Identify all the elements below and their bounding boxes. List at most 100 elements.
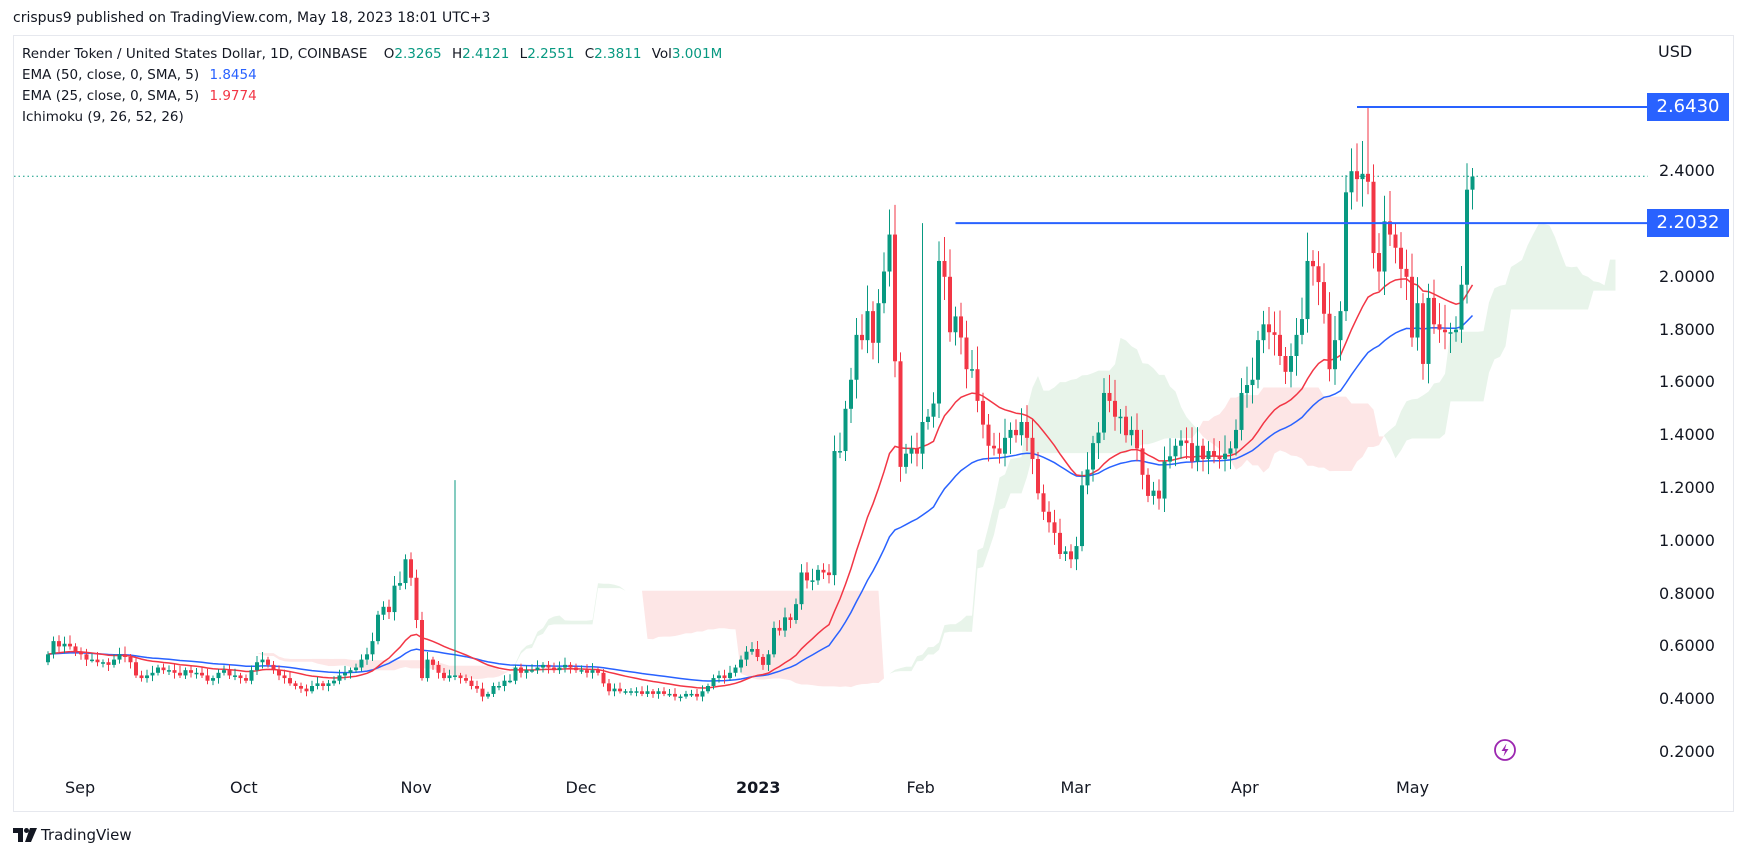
ichimoku-cloud-segment — [1016, 457, 1022, 494]
ichimoku-cloud-segment — [823, 590, 829, 687]
ichimoku-cloud-segment — [1549, 225, 1555, 310]
ichimoku-cloud-segment — [785, 590, 791, 681]
candle-body — [1294, 334, 1299, 356]
candle-body — [1454, 329, 1458, 333]
candle-body — [200, 672, 204, 676]
candle-body — [1058, 532, 1062, 554]
ichimoku-cloud-segment — [1390, 425, 1396, 459]
ichimoku-cloud-segment — [812, 590, 818, 686]
ichimoku-cloud-segment — [400, 660, 406, 669]
candle-body — [1377, 253, 1381, 272]
y-axis-currency[interactable]: USD — [1658, 42, 1693, 61]
candle-body — [1157, 490, 1161, 499]
candle-body — [90, 659, 94, 662]
candle-body — [464, 678, 468, 681]
ichimoku-cloud-segment — [350, 659, 356, 670]
symbol-title: Render Token / United States Dollar, 1D,… — [22, 46, 368, 62]
candle-body — [1360, 173, 1365, 180]
candle-body — [821, 569, 826, 573]
lightning-icon[interactable] — [1493, 738, 1517, 762]
ichimoku-cloud-segment — [680, 590, 686, 635]
ichimoku-cloud-segment — [856, 590, 862, 686]
candle-body — [1201, 445, 1205, 459]
candle-body — [403, 559, 408, 584]
ichimoku-cloud-segment — [702, 590, 708, 632]
candle-body — [728, 672, 732, 679]
ichimoku-cloud-segment — [1335, 396, 1341, 472]
candle-body — [409, 559, 413, 578]
candle-body — [310, 686, 314, 692]
candle-body — [1437, 324, 1442, 330]
ichimoku-cloud-segment — [620, 586, 626, 591]
candle-body — [579, 670, 584, 672]
candle-body — [365, 654, 369, 660]
ichimoku-cloud-segment — [939, 625, 945, 650]
tradingview-logo[interactable]: TradingView — [13, 826, 132, 844]
ichimoku-legend-row[interactable]: Ichimoku (9, 26, 52, 26) — [22, 107, 722, 128]
ichimoku-cloud-segment — [559, 615, 565, 625]
candle-body — [117, 654, 122, 660]
ichimoku-cloud-segment — [955, 620, 961, 632]
ichimoku-cloud-segment — [196, 650, 202, 651]
low-label: L — [519, 46, 528, 62]
ichimoku-cloud-segment — [273, 653, 279, 660]
candle-body — [1421, 303, 1425, 364]
ema25-legend-row[interactable]: EMA (25, close, 0, SMA, 5) 1.9774 — [22, 86, 722, 107]
ichimoku-cloud-segment — [262, 653, 268, 656]
candle-body — [1289, 356, 1293, 372]
ichimoku-cloud-segment — [933, 642, 939, 655]
ichimoku-cloud-segment — [1511, 263, 1517, 310]
candle-body — [1135, 429, 1139, 449]
ichimoku-cloud-segment — [449, 665, 455, 676]
candle-body — [535, 667, 540, 671]
ichimoku-cloud-segment — [488, 665, 494, 678]
candle-body — [392, 585, 397, 613]
candle-body — [629, 691, 633, 693]
candle-body — [442, 672, 446, 679]
ichimoku-cloud-segment — [471, 665, 477, 680]
candle-body — [1140, 448, 1145, 475]
candle-body — [519, 667, 523, 673]
symbol-legend-row[interactable]: Render Token / United States Dollar, 1D,… — [22, 44, 722, 65]
candle-body — [1371, 181, 1376, 254]
ichimoku-cloud-segment — [1175, 391, 1181, 438]
candle-body — [128, 656, 133, 663]
ichimoku-cloud-segment — [543, 619, 549, 634]
ichimoku-cloud-segment — [1593, 281, 1599, 291]
ichimoku-cloud-segment — [1379, 434, 1385, 446]
candle-body — [1410, 276, 1414, 338]
ichimoku-cloud-segment — [504, 670, 510, 674]
ichimoku-cloud-segment — [961, 615, 967, 632]
ichimoku-cloud-segment — [1021, 409, 1027, 494]
candle-body — [585, 670, 589, 673]
candle-body — [860, 334, 864, 341]
ichimoku-cloud-segment — [911, 656, 917, 672]
ichimoku-cloud-segment — [1291, 387, 1297, 457]
ichimoku-cloud-segment — [1401, 401, 1407, 451]
candle-body — [150, 672, 155, 676]
candle-body — [1107, 392, 1112, 401]
ichimoku-cloud-segment — [1483, 302, 1489, 402]
candle-body — [1063, 551, 1068, 554]
ichimoku-cloud-segment — [1472, 331, 1478, 402]
chart-frame[interactable] — [13, 35, 1734, 812]
ichimoku-cloud-segment — [1071, 378, 1077, 454]
candle-body — [992, 445, 996, 449]
ichimoku-cloud-segment — [455, 665, 461, 677]
ema50-legend-row[interactable]: EMA (50, close, 0, SMA, 5) 1.8454 — [22, 65, 722, 86]
candle-body — [1162, 461, 1167, 499]
candle-body — [761, 656, 765, 665]
ema50-value: 1.8454 — [209, 67, 257, 83]
open-value: 2.3265 — [394, 46, 442, 62]
ichimoku-cloud-segment — [345, 658, 351, 667]
ichimoku-cloud-segment — [994, 477, 1000, 535]
ichimoku-cloud-segment — [1456, 331, 1462, 402]
candle-body — [596, 670, 600, 673]
candle-body — [189, 670, 193, 673]
high-value: 2.4121 — [462, 46, 510, 62]
ichimoku-cloud-segment — [394, 660, 400, 671]
ichimoku-cloud-segment — [1010, 458, 1016, 494]
y-tick-label: 0.4000 — [1659, 689, 1715, 709]
candle-body — [557, 667, 562, 671]
